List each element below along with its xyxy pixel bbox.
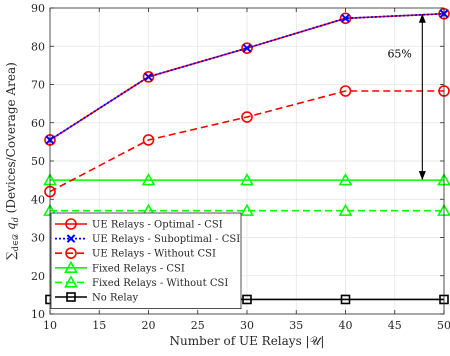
series-line xyxy=(49,90,444,193)
y-axis-label: ∑d∈𝒟 qd (Devices/Coverage Area) xyxy=(4,62,20,260)
legend-label: Fixed Relays - Without CSI xyxy=(92,278,228,289)
data-point xyxy=(338,172,353,186)
annotation-arrowhead-bottom xyxy=(418,171,426,181)
y-tick-label: 40 xyxy=(31,193,45,206)
data-point xyxy=(341,14,350,23)
legend-marker xyxy=(65,218,77,230)
y-axis-label-unit: (Devices/Coverage Area) xyxy=(4,62,18,217)
annotation-layer: 65% xyxy=(387,13,426,181)
annotation-label: 65% xyxy=(387,48,411,61)
y-tick-label: 70 xyxy=(31,79,45,92)
data-point xyxy=(142,71,155,83)
x-tick-label: 50 xyxy=(437,319,450,332)
legend-item: No Relay xyxy=(55,292,139,304)
legend-item: UE Relays - Suboptimal - CSI xyxy=(55,234,240,245)
data-point xyxy=(242,43,252,53)
legend-label: UE Relays - Optimal - CSI xyxy=(92,220,223,231)
legend-marker xyxy=(66,292,76,302)
x-tick-label: 30 xyxy=(240,319,254,332)
data-point xyxy=(240,203,254,216)
x-tick-label: 15 xyxy=(92,319,106,332)
data-point xyxy=(340,294,351,305)
x-axis-label: Number of UE Relays |𝒰| xyxy=(170,334,325,348)
legend-box xyxy=(50,212,242,309)
data-point xyxy=(241,42,253,54)
legend-label: UE Relays - Without CSI xyxy=(92,249,216,260)
data-point xyxy=(141,172,156,186)
y-tick-label: 90 xyxy=(31,2,45,15)
data-point xyxy=(242,294,252,305)
x-axis-ticks: 10 15 20 25 30 35 40 45 50 xyxy=(43,8,450,332)
legend-marker xyxy=(65,247,77,259)
legend-label: No Relay xyxy=(92,293,139,304)
data-point xyxy=(339,12,352,25)
x-tick-label: 20 xyxy=(142,319,156,332)
y-axis-label-q: q xyxy=(4,222,18,234)
annotation-arrowhead-top xyxy=(418,13,426,23)
x-tick-label: 45 xyxy=(388,319,402,332)
x-tick-label: 10 xyxy=(43,319,57,332)
x-tick-label: 25 xyxy=(191,319,205,332)
legend-item: UE Relays - Without CSI xyxy=(55,247,216,260)
x-tick-label: 35 xyxy=(289,319,303,332)
legend-item: Fixed Relays - CSI xyxy=(55,260,185,274)
legend: UE Relays - Optimal - CSI UE Relays - Sub… xyxy=(50,212,242,309)
series-layer xyxy=(43,7,450,305)
legend-label: UE Relays - Suboptimal - CSI xyxy=(92,234,240,245)
y-tick-label: 10 xyxy=(31,308,45,321)
legend-label: Fixed Relays - CSI xyxy=(92,263,185,274)
legend-item: Fixed Relays - Without CSI xyxy=(55,275,228,289)
y-axis-label-q-subscript: d xyxy=(11,217,20,222)
legend-item: UE Relays - Optimal - CSI xyxy=(55,218,223,231)
y-axis-label-sum: ∑ xyxy=(4,251,18,260)
series-4 xyxy=(43,172,450,186)
data-point xyxy=(338,203,353,216)
series-line xyxy=(49,12,445,141)
legend-marker xyxy=(64,260,78,274)
y-tick-label: 60 xyxy=(31,117,45,130)
data-point xyxy=(339,85,352,97)
y-tick-label: 20 xyxy=(31,270,45,283)
legend-marker xyxy=(64,275,78,288)
y-axis-label-sum-subscript: d∈𝒟 xyxy=(11,233,20,251)
y-tick-label: 30 xyxy=(31,232,45,245)
data-point xyxy=(144,72,153,82)
y-tick-label: 50 xyxy=(31,155,45,168)
legend-marker xyxy=(66,234,76,243)
data-point xyxy=(240,172,254,186)
x-tick-label: 40 xyxy=(339,319,353,332)
series-3 xyxy=(44,85,450,198)
data-point xyxy=(142,134,155,146)
data-point xyxy=(241,111,253,123)
y-tick-label: 80 xyxy=(31,40,45,53)
y-axis-ticks: 10 20 30 40 50 60 70 80 90 xyxy=(31,2,444,321)
